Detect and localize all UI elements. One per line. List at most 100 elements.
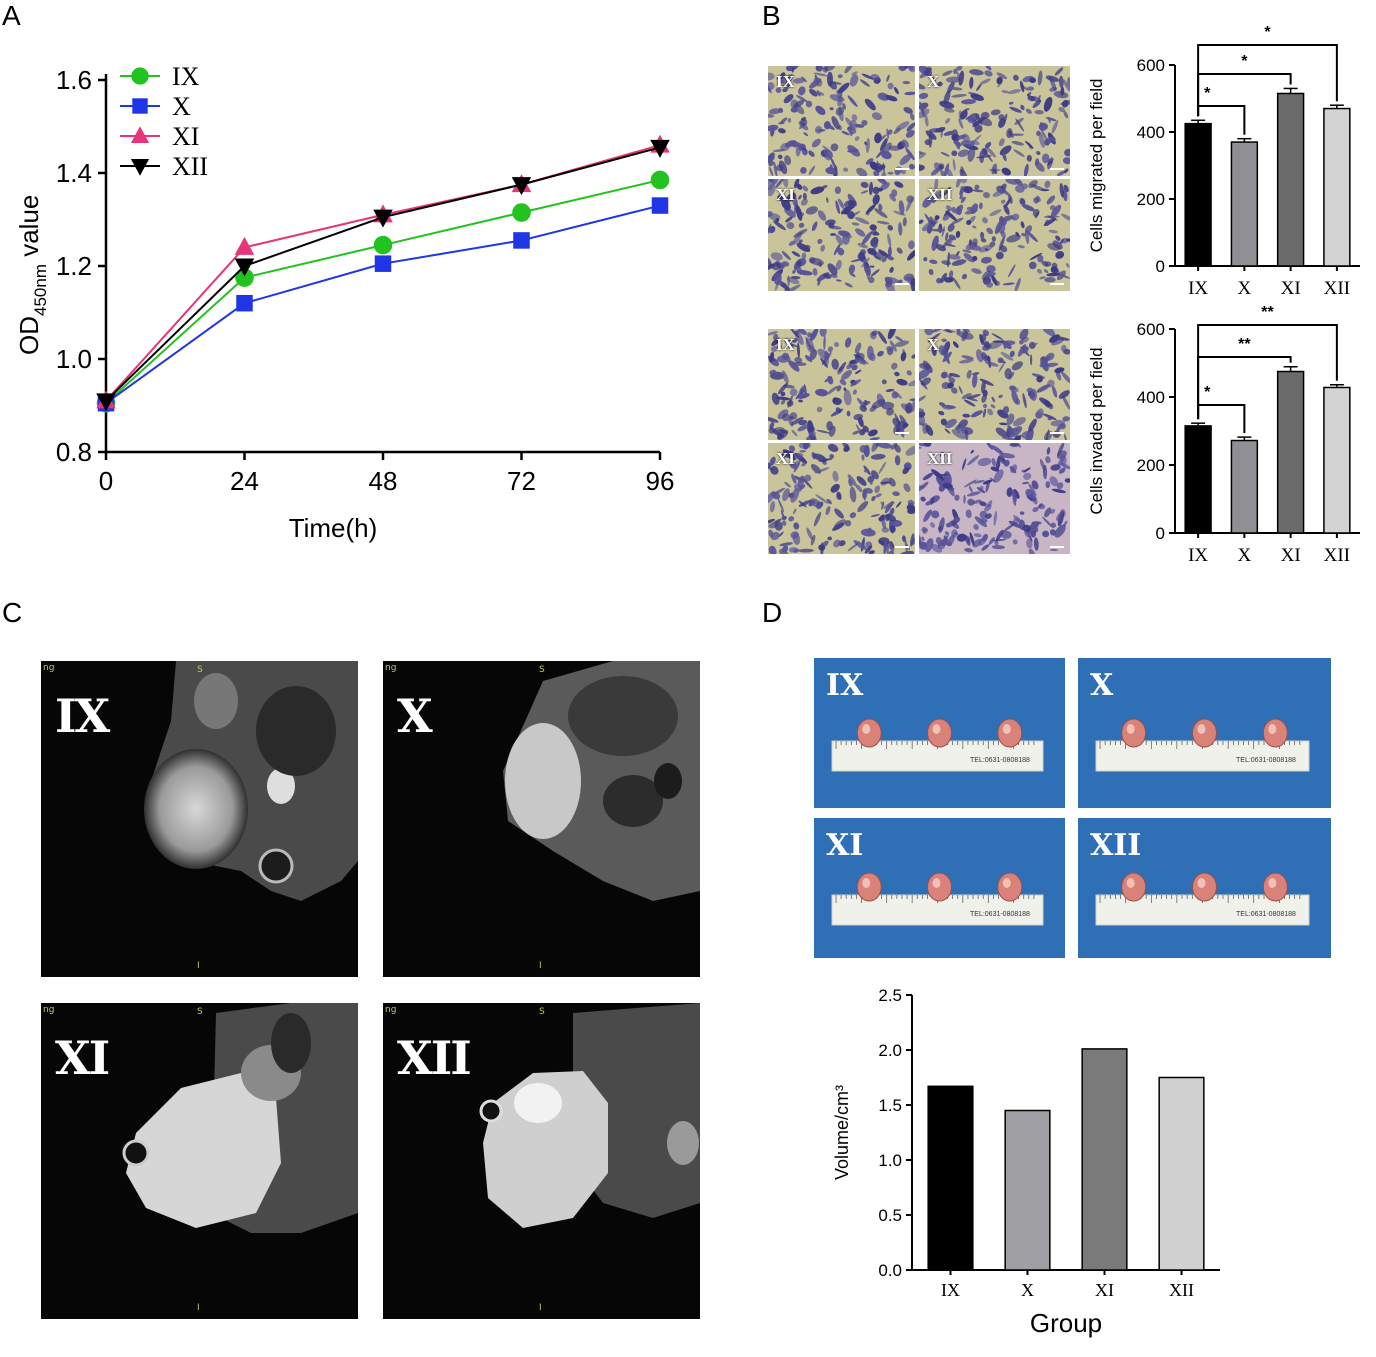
mri-marker-s: S (197, 1007, 203, 1017)
bar-IX (927, 1085, 974, 1271)
tumor-photo-label: XI (826, 828, 864, 863)
micrograph-invasion-x: X (919, 329, 1070, 440)
y-tick-label: 0.8 (56, 437, 92, 467)
y-tick-label: 0 (1156, 524, 1165, 543)
tumor-specimen (997, 872, 1023, 902)
y-tick-label: 0.0 (878, 1261, 902, 1280)
tumor-specimen (927, 872, 952, 902)
micrograph-label: XI (776, 449, 795, 468)
data-point (96, 393, 116, 412)
tumor-specimen (1121, 872, 1147, 902)
bar-X (1004, 1109, 1051, 1271)
mri-label: IX (55, 689, 110, 743)
tumor-photo-scene: TEL:0631-0808188 (814, 658, 1065, 808)
data-point (512, 203, 531, 222)
x-tick-label: 24 (230, 466, 259, 496)
mri-marker-s: S (197, 665, 203, 675)
x-tick-label: X (1238, 278, 1252, 298)
mri-image-ix: IX ng S I (41, 661, 358, 977)
x-tick-label: IX (1188, 545, 1208, 566)
panel-letter-b: B (762, 0, 781, 31)
data-point (374, 255, 392, 272)
x-axis-label: Group (1030, 1308, 1102, 1338)
migration-bar-chart: 0 200 400 600 IX X XI XII Cells migrated per fie… (1087, 24, 1360, 298)
tumor-photo-ix: TEL:0631-0808188 IX (814, 658, 1065, 808)
panel-letter-d: D (762, 597, 783, 628)
mri-label: X (397, 689, 433, 743)
legend-label: XI (172, 122, 199, 151)
x-tick-label: IX (941, 1280, 960, 1300)
significance-label: * (1241, 53, 1248, 70)
data-point (234, 236, 255, 255)
x-tick-label: XII (1169, 1280, 1194, 1300)
y-axis-label: Cells migrated per field (1087, 79, 1106, 253)
micrograph-label: XII (927, 185, 953, 204)
growth-line-chart: 0.8 1.0 1.2 1.4 1.6 0 24 48 72 96 Time(h) OD450nm v… (14, 62, 674, 543)
tumor-highlight (932, 724, 941, 734)
tumor-highlight (932, 878, 941, 888)
micrograph-label: X (927, 335, 940, 354)
micrograph-texture (919, 329, 1070, 440)
data-point (131, 67, 149, 85)
invasion-bar-chart: 0 200 400 600 IX X XI XII Cells invaded per fiel… (1087, 304, 1360, 566)
series-line (105, 146, 661, 402)
bar-XII (1158, 1076, 1205, 1271)
data-point (235, 268, 254, 287)
mri-marker-ng: ng (43, 1005, 55, 1015)
x-tick-label: X (1238, 545, 1252, 566)
legend-label: IX (172, 62, 200, 91)
micrograph-migration-x: X (919, 66, 1070, 176)
y-tick-label: 200 (1137, 456, 1165, 475)
ruler-text: TEL:0631-0808188 (1236, 757, 1296, 764)
legend-label: X (172, 92, 191, 121)
tumor-photo-x: TEL:0631-0808188 X (1078, 658, 1331, 808)
significance-label: * (1204, 384, 1211, 401)
micrograph-label: XI (776, 185, 795, 204)
y-tick-label: 400 (1137, 123, 1165, 142)
tumor-photo-label: IX (826, 668, 864, 703)
tumor-specimen (1262, 872, 1288, 902)
micrograph-texture (768, 179, 915, 291)
bar-IX (1184, 122, 1212, 267)
tumor-photo-label: XII (1090, 828, 1142, 863)
y-tick-label: 1.2 (56, 251, 92, 281)
data-point (234, 258, 255, 277)
y-tick-label: 1.5 (878, 1096, 902, 1115)
y-tick-label: 400 (1137, 388, 1165, 407)
mri-marker-i: I (197, 1303, 200, 1313)
tumor-highlight (1197, 724, 1206, 734)
x-tick-label: 48 (369, 466, 398, 496)
micrograph-migration-xi: XI (768, 179, 915, 291)
data-point (373, 235, 393, 255)
mri-marker-ng: ng (385, 663, 397, 673)
y-axis-label: Cells invaded per field (1087, 347, 1106, 514)
bar-XII (1323, 386, 1351, 534)
mri-label: XI (55, 1031, 110, 1085)
mri-marker-s: S (539, 665, 545, 675)
tumor-specimen (997, 718, 1023, 748)
micrograph-invasion-xii: XII (919, 443, 1070, 554)
micrograph-migration-ix: IX (768, 66, 915, 176)
series-line (105, 204, 661, 404)
significance-bracket (1197, 44, 1338, 117)
micrograph-texture (768, 66, 915, 176)
tumor-photo-xii: TEL:0631-0808188 XII (1078, 818, 1331, 958)
tumor-photo-xi: TEL:0631-0808188 XI (814, 818, 1065, 958)
mri-label: XII (397, 1031, 472, 1085)
bar-X (1230, 141, 1259, 267)
significance-label: ** (1261, 304, 1274, 321)
data-point (130, 126, 150, 143)
significance-label: * (1264, 24, 1271, 41)
micrograph-label: XII (927, 449, 953, 468)
tumor-photo-scene: TEL:0631-0808188 (1078, 658, 1331, 808)
tumor-specimen (1192, 718, 1217, 748)
bar-X (1230, 439, 1259, 534)
tumor-highlight (862, 724, 871, 734)
micrograph-invasion-ix: IX (768, 329, 915, 440)
bar-XII (1323, 107, 1351, 267)
x-tick-label: 72 (507, 466, 536, 496)
data-point (373, 209, 393, 228)
ruler-text: TEL:0631-0808188 (1236, 911, 1296, 918)
x-tick-label: IX (1188, 278, 1208, 298)
significance-label: ** (1238, 336, 1251, 353)
